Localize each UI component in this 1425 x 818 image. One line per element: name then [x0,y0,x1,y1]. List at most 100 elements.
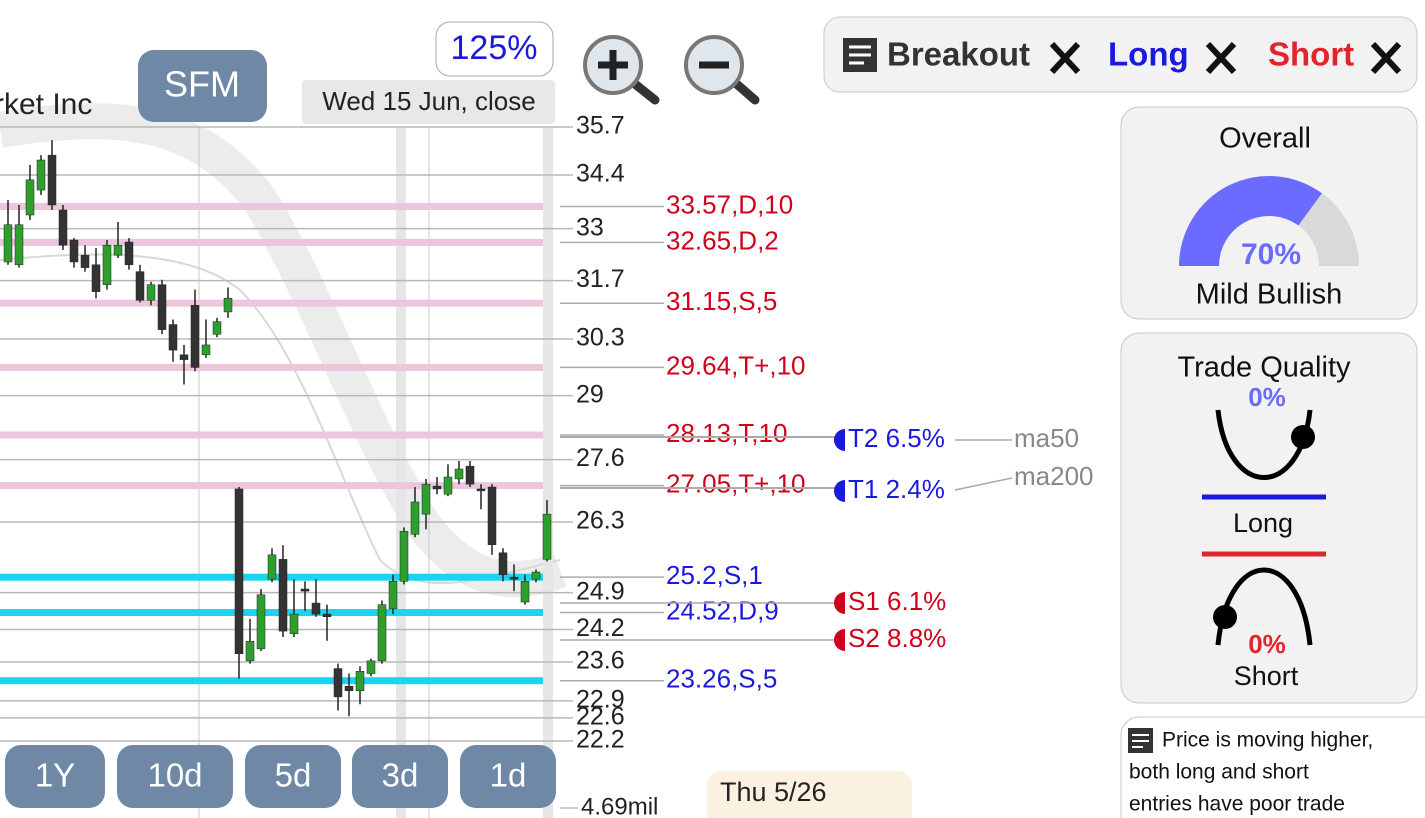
filter-breakout[interactable]: Breakout [887,36,1030,73]
menu-icon[interactable] [843,38,877,72]
candle-body [509,576,519,580]
candle-body [388,581,398,610]
ma-label: ma200 [1014,461,1094,491]
hover-date: Thu 5/26 [720,777,827,807]
candle-body [531,571,541,580]
symbol[interactable]: SFM [164,64,240,105]
candle-body [355,671,365,692]
candle-body [157,284,167,330]
candle-body [333,668,343,698]
chart-title: rket Inc [0,88,92,121]
level-band [0,482,543,490]
candle-body [476,488,486,492]
candle-body [311,602,321,615]
timeframe-label[interactable]: 3d [382,757,419,794]
y-tick-label: 24.2 [576,614,625,642]
y-tick-label: 30.3 [576,324,625,352]
candle-body [399,531,409,582]
icon-lines [849,45,871,65]
short-dot [1213,605,1237,629]
level-label: 31.15,S,5 [666,286,777,316]
candle-body [289,613,299,635]
candle-body [443,476,453,495]
candle-body [520,581,530,603]
y-tick-label: 22.6 [576,703,625,731]
target-marker [834,629,845,651]
summary-panel [1120,716,1425,818]
level-label: 23.26,S,5 [666,664,777,694]
date: Wed 15 Jun, close [322,86,535,116]
candle-body [454,468,464,480]
level-band [0,238,543,246]
timeframe-label[interactable]: 5d [275,757,312,794]
level-label: 28.13,T,10 [666,418,787,448]
candle-body [190,305,200,368]
candle-body [179,354,189,360]
y-tick-label: 26.3 [576,507,625,535]
candle-body [223,297,233,313]
level-label: 33.57,D,10 [666,189,793,219]
candle-body [212,321,222,335]
target-label: T2 6.5% [848,423,945,453]
target-label: S1 6.1% [848,586,946,616]
candle-body [91,264,101,292]
session-band [396,127,406,818]
filter-short[interactable]: Short [1268,36,1354,73]
date-box [302,80,555,124]
timeframe-button[interactable] [245,745,341,808]
target-marker [834,592,845,614]
timeframe-button[interactable] [352,745,448,808]
candle-body [322,613,332,618]
timeframe-button[interactable] [117,745,233,808]
target-marker [834,429,845,451]
y-tick-label: 34.4 [576,160,625,188]
level-band [0,431,543,439]
zoom-box[interactable] [435,21,554,77]
ma-connector [954,477,1013,491]
target-label: T1 2.4% [848,474,945,504]
candle-body [234,488,244,655]
level-band [0,299,543,307]
timeframe-button[interactable] [460,745,556,808]
y-tick-label: 22.9 [576,685,625,713]
long-dot [1291,425,1315,449]
candle-body [377,604,387,662]
candle-body [366,660,376,674]
symbol-button[interactable] [138,50,267,122]
level-label: 24.52,D,9 [666,595,779,625]
candle-body [14,224,24,266]
timeframe-label[interactable]: 1Y [35,757,75,794]
quality-panel [1120,332,1418,704]
ma-band [0,103,567,598]
timeframe-button[interactable] [5,745,105,808]
close-icon[interactable] [1205,41,1237,75]
level-band [0,363,543,371]
candle-body [256,594,266,650]
timeframe-label[interactable]: 1d [490,757,527,794]
zoom-level[interactable]: 125% [451,29,538,67]
level-label: 32.65,D,2 [666,225,779,255]
close-icon[interactable] [1049,41,1081,75]
ma-line [0,253,561,585]
candle-body [498,552,508,575]
zoom-out[interactable] [684,35,760,105]
candle-body [432,485,442,490]
filter-long[interactable]: Long [1108,36,1189,73]
candle-body [421,483,431,515]
zoom-in[interactable] [583,35,660,105]
y-tick-label: 33 [576,213,604,241]
hover-date-box [707,771,912,818]
candle-body [542,513,552,560]
y-tick-label: 31.7 [576,265,625,293]
summary-line: Price is moving higher, [1162,729,1373,752]
y-tick-label: 24.9 [576,577,625,605]
overall-title: Overall [1219,123,1311,155]
close-icon[interactable] [1370,41,1402,75]
filter-panel [823,16,1418,93]
level-band [0,609,543,617]
y-tick-label: 35.7 [576,112,625,140]
candle-body [300,588,310,592]
candle-body [201,344,211,356]
timeframe-label[interactable]: 10d [147,757,202,794]
